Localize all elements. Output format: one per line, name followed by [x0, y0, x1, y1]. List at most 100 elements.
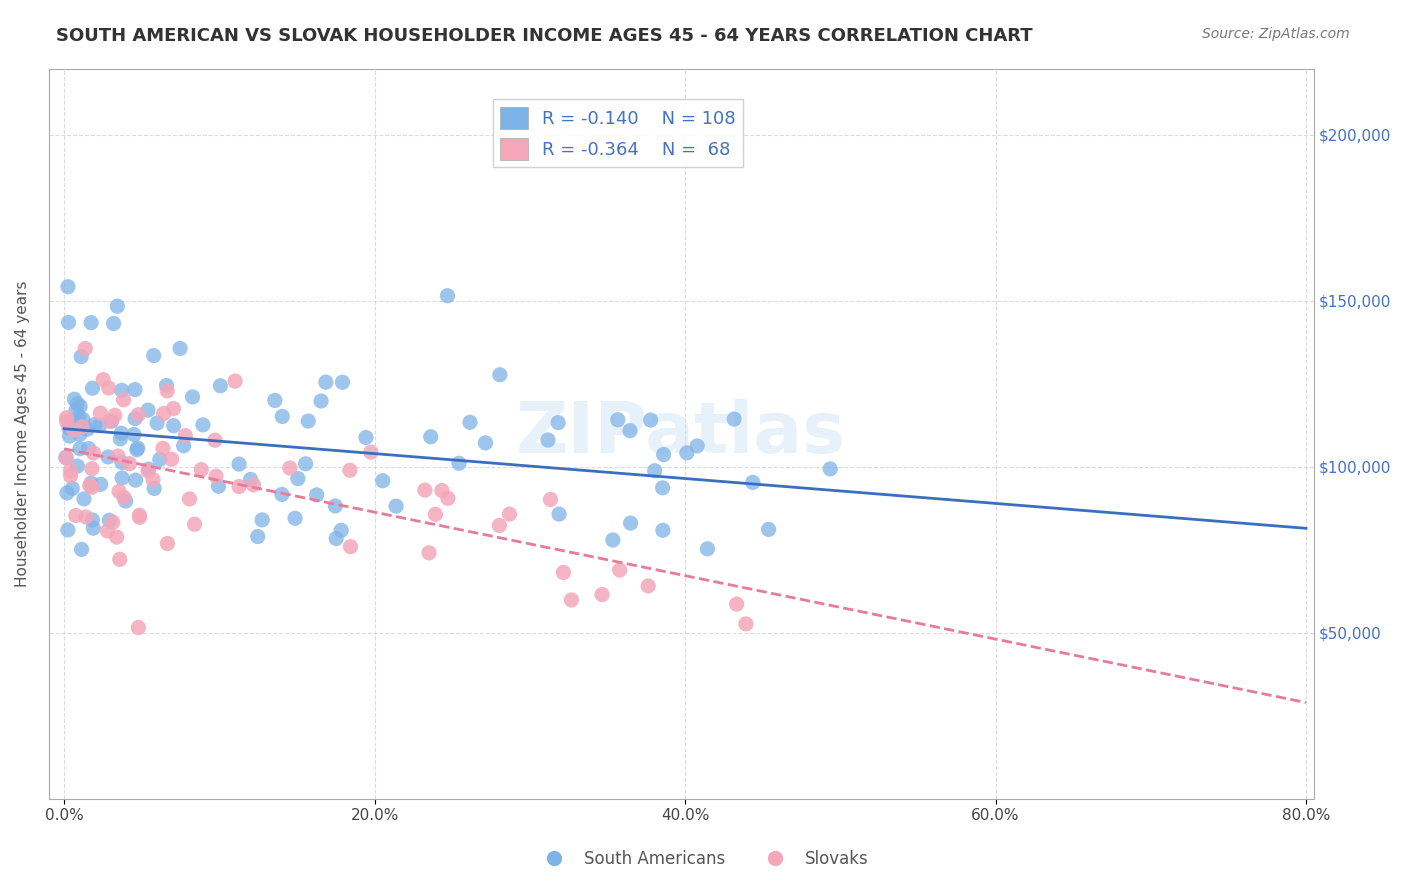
Slovaks [339, 540, 361, 554]
Slovaks [152, 442, 174, 456]
South Americans [162, 418, 184, 433]
South Americans [69, 400, 91, 414]
South Americans [330, 524, 353, 538]
Slovaks [118, 457, 141, 471]
Slovaks [498, 507, 520, 521]
Slovaks [59, 468, 82, 483]
South Americans [651, 481, 673, 495]
South Americans [142, 349, 165, 363]
South Americans [56, 279, 79, 293]
Slovaks [156, 536, 179, 550]
South Americans [169, 342, 191, 356]
Slovaks [127, 408, 149, 422]
Slovaks [437, 491, 460, 506]
Slovaks [204, 433, 226, 447]
South Americans [458, 415, 481, 429]
South Americans [207, 479, 229, 493]
South Americans [547, 416, 569, 430]
South Americans [110, 426, 132, 441]
Slovaks [83, 446, 105, 460]
Slovaks [80, 461, 103, 475]
South Americans [191, 417, 214, 432]
South Americans [325, 499, 347, 513]
South Americans [537, 433, 560, 447]
Slovaks [228, 479, 250, 493]
South Americans [155, 378, 177, 392]
South Americans [640, 413, 662, 427]
Slovaks [128, 510, 150, 524]
South Americans [97, 450, 120, 464]
South Americans [58, 315, 80, 329]
South Americans [105, 299, 128, 313]
Slovaks [142, 473, 165, 487]
South Americans [136, 403, 159, 417]
South Americans [89, 418, 111, 433]
South Americans [98, 513, 121, 527]
South Americans [55, 450, 77, 465]
South Americans [305, 488, 328, 502]
South Americans [436, 289, 458, 303]
South Americans [315, 375, 337, 389]
Legend: R = -0.140    N = 108, R = -0.364    N =  68: R = -0.140 N = 108, R = -0.364 N = 68 [494, 99, 742, 167]
Slovaks [418, 546, 440, 560]
South Americans [644, 464, 666, 478]
South Americans [385, 499, 408, 513]
Slovaks [112, 491, 135, 505]
South Americans [82, 513, 104, 527]
South Americans [114, 494, 136, 508]
Slovaks [75, 510, 97, 524]
Slovaks [174, 428, 197, 442]
Text: Source: ZipAtlas.com: Source: ZipAtlas.com [1202, 27, 1350, 41]
Slovaks [430, 483, 453, 498]
Slovaks [591, 588, 613, 602]
Slovaks [108, 552, 131, 566]
South Americans [818, 462, 841, 476]
South Americans [82, 521, 104, 535]
Slovaks [55, 414, 77, 428]
Slovaks [339, 463, 361, 477]
South Americans [60, 413, 83, 427]
South Americans [354, 430, 377, 444]
South Americans [325, 532, 347, 546]
South Americans [651, 523, 673, 537]
Slovaks [205, 469, 228, 483]
South Americans [72, 412, 94, 426]
South Americans [111, 384, 134, 398]
South Americans [619, 516, 641, 530]
South Americans [60, 482, 83, 496]
South Americans [103, 317, 125, 331]
Slovaks [104, 409, 127, 423]
South Americans [250, 513, 273, 527]
South Americans [124, 383, 146, 397]
Slovaks [108, 484, 131, 499]
Slovaks [97, 381, 120, 395]
Slovaks [242, 478, 264, 492]
Slovaks [734, 616, 756, 631]
Slovaks [80, 480, 103, 494]
Slovaks [107, 449, 129, 463]
South Americans [246, 530, 269, 544]
South Americans [83, 417, 105, 432]
South Americans [419, 430, 441, 444]
South Americans [489, 368, 512, 382]
Slovaks [162, 401, 184, 416]
South Americans [65, 403, 87, 417]
South Americans [619, 424, 641, 438]
South Americans [80, 476, 103, 491]
Slovaks [360, 445, 382, 459]
South Americans [76, 422, 98, 436]
South Americans [652, 448, 675, 462]
South Americans [209, 378, 232, 392]
South Americans [284, 511, 307, 525]
South Americans [90, 477, 112, 491]
Slovaks [128, 508, 150, 523]
Slovaks [89, 406, 111, 420]
South Americans [271, 487, 294, 501]
South Americans [263, 393, 285, 408]
Slovaks [79, 478, 101, 492]
South Americans [69, 442, 91, 456]
Slovaks [425, 508, 447, 522]
South Americans [676, 446, 699, 460]
South Americans [124, 473, 146, 487]
South Americans [696, 541, 718, 556]
